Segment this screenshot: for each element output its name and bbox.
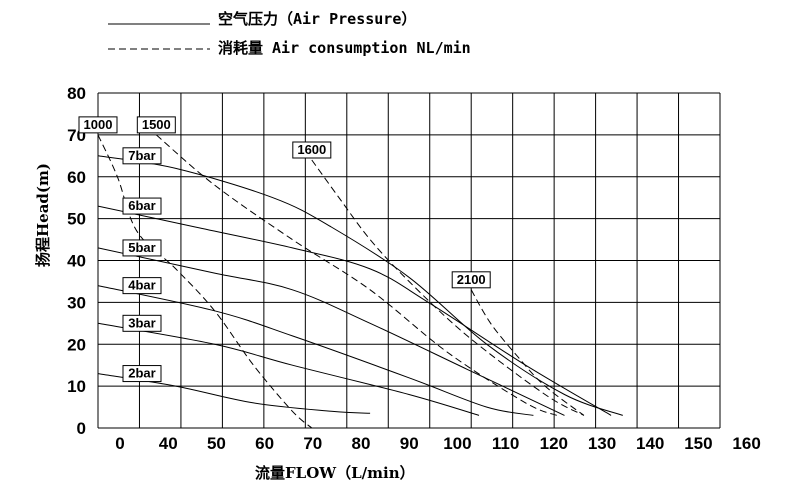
y-axis-title: 扬程Head(m) [34,163,52,267]
series-tag-1600: 1600 [297,142,326,157]
series-line-4bar [97,285,534,416]
series-tag-box [78,116,118,134]
series-tag-3bar: 3bar [128,315,155,330]
legend: 空气压力（Air Pressure） 消耗量 Air consumption N… [108,10,471,57]
grid [97,92,721,429]
series-line-6bar [97,205,612,416]
series-line-2100 [470,289,585,416]
x-tick-label: 40 [159,434,178,453]
series-tag-box [122,314,162,332]
y-tick-label: 80 [67,84,86,103]
y-tick-label: 10 [67,377,86,396]
x-tick-label: 110 [492,434,519,453]
curves [97,134,623,429]
series-line-3bar [97,322,480,416]
series-tag-1000: 1000 [84,117,113,132]
x-tick-label: 150 [684,434,712,453]
x-tick-label: 90 [400,434,419,453]
series-tag-box [122,197,162,215]
series-tag-box [292,141,332,159]
series-line-5bar [97,247,565,416]
x-tick-label: 120 [540,434,568,453]
series-line-1500 [155,134,557,416]
legend-air-consumption: 消耗量 Air consumption NL/min [218,39,471,57]
legend-air-pressure: 空气压力（Air Pressure） [218,10,416,28]
x-tick-label: 100 [443,434,471,453]
x-tick-label: 0 [115,434,124,453]
series-tag-box [451,271,491,289]
series-line-1600 [311,159,585,416]
series-tag-box [122,239,162,257]
y-tick-label: 40 [67,252,86,271]
series-tag-box [122,277,162,295]
x-tick-label: 130 [588,434,616,453]
x-tick-label: 70 [303,434,322,453]
y-tick-label: 30 [67,293,86,312]
x-tick-label: 60 [255,434,274,453]
x-tick-label: 80 [352,434,371,453]
series-tag-6bar: 6bar [128,198,155,213]
series-tag-2bar: 2bar [128,366,155,381]
series-tag-1500: 1500 [142,117,171,132]
y-tick-label: 0 [77,419,86,438]
x-tick-label: 160 [732,434,760,453]
series-line-1000 [97,134,313,429]
series-line-7bar [97,155,623,416]
series-tag-7bar: 7bar [128,148,155,163]
x-tick-label: 140 [636,434,664,453]
series-tag-5bar: 5bar [128,240,155,255]
series-tag-box [136,116,176,134]
series-tag-box [122,147,162,165]
series-tag-box [122,365,162,383]
series-tags: 7bar 6bar 5bar 4bar 3bar 2bar 1000 1500 1600 2100 [78,116,491,383]
x-tick-label: 50 [207,434,226,453]
y-tick-label: 60 [67,168,86,187]
y-tick-label: 20 [67,335,86,354]
x-axis-title: 流量FLOW（L/min） [255,464,415,482]
series-tag-2100: 2100 [457,272,486,287]
series-tag-4bar: 4bar [128,278,155,293]
y-tick-label: 50 [67,210,86,229]
